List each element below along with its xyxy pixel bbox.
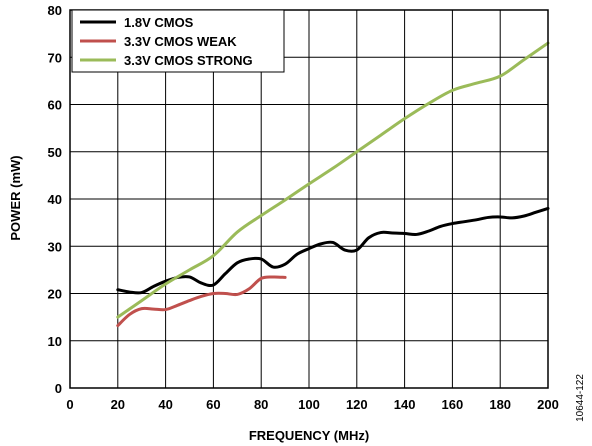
x-tick-label: 200 (537, 397, 559, 412)
x-tick-label: 160 (442, 397, 464, 412)
y-tick-label: 50 (48, 145, 62, 160)
legend-label: 3.3V CMOS STRONG (124, 53, 253, 68)
x-tick-label: 180 (489, 397, 511, 412)
y-tick-label: 70 (48, 50, 62, 65)
legend-label: 1.8V CMOS (124, 15, 194, 30)
y-tick-label: 10 (48, 334, 62, 349)
legend: 1.8V CMOS 3.3V CMOS WEAK 3.3V CMOS STRONG (71, 9, 285, 73)
x-tick-label: 40 (158, 397, 172, 412)
series-line-1 (116, 206, 550, 295)
x-axis-title: FREQUENCY (MHz) (249, 428, 369, 443)
y-tick-label: 20 (48, 287, 62, 302)
x-tick-label: 140 (394, 397, 416, 412)
legend-label: 3.3V CMOS WEAK (124, 34, 237, 49)
series-line-3 (116, 41, 550, 319)
x-tick-label: 60 (206, 397, 220, 412)
y-tick-label: 80 (48, 3, 62, 18)
series-line-2 (116, 275, 287, 328)
x-tick-label: 120 (346, 397, 368, 412)
plot-frame (69, 9, 549, 389)
x-tick-label: 0 (66, 397, 73, 412)
x-tick-label: 80 (254, 397, 268, 412)
y-axis-tick-labels: 0 10 20 30 40 50 60 70 80 (48, 3, 62, 396)
figure-id: 10644-122 (575, 374, 586, 422)
y-axis-title: POWER (mW) (8, 155, 23, 240)
y-tick-label: 40 (48, 192, 62, 207)
x-tick-label: 20 (111, 397, 125, 412)
y-tick-label: 60 (48, 98, 62, 113)
x-axis-tick-labels: 0 20 40 60 80 100 120 140 160 180 200 (66, 397, 558, 412)
y-tick-label: 0 (55, 381, 62, 396)
x-tick-label: 100 (298, 397, 320, 412)
y-tick-label: 30 (48, 239, 62, 254)
series-lines (116, 41, 550, 328)
